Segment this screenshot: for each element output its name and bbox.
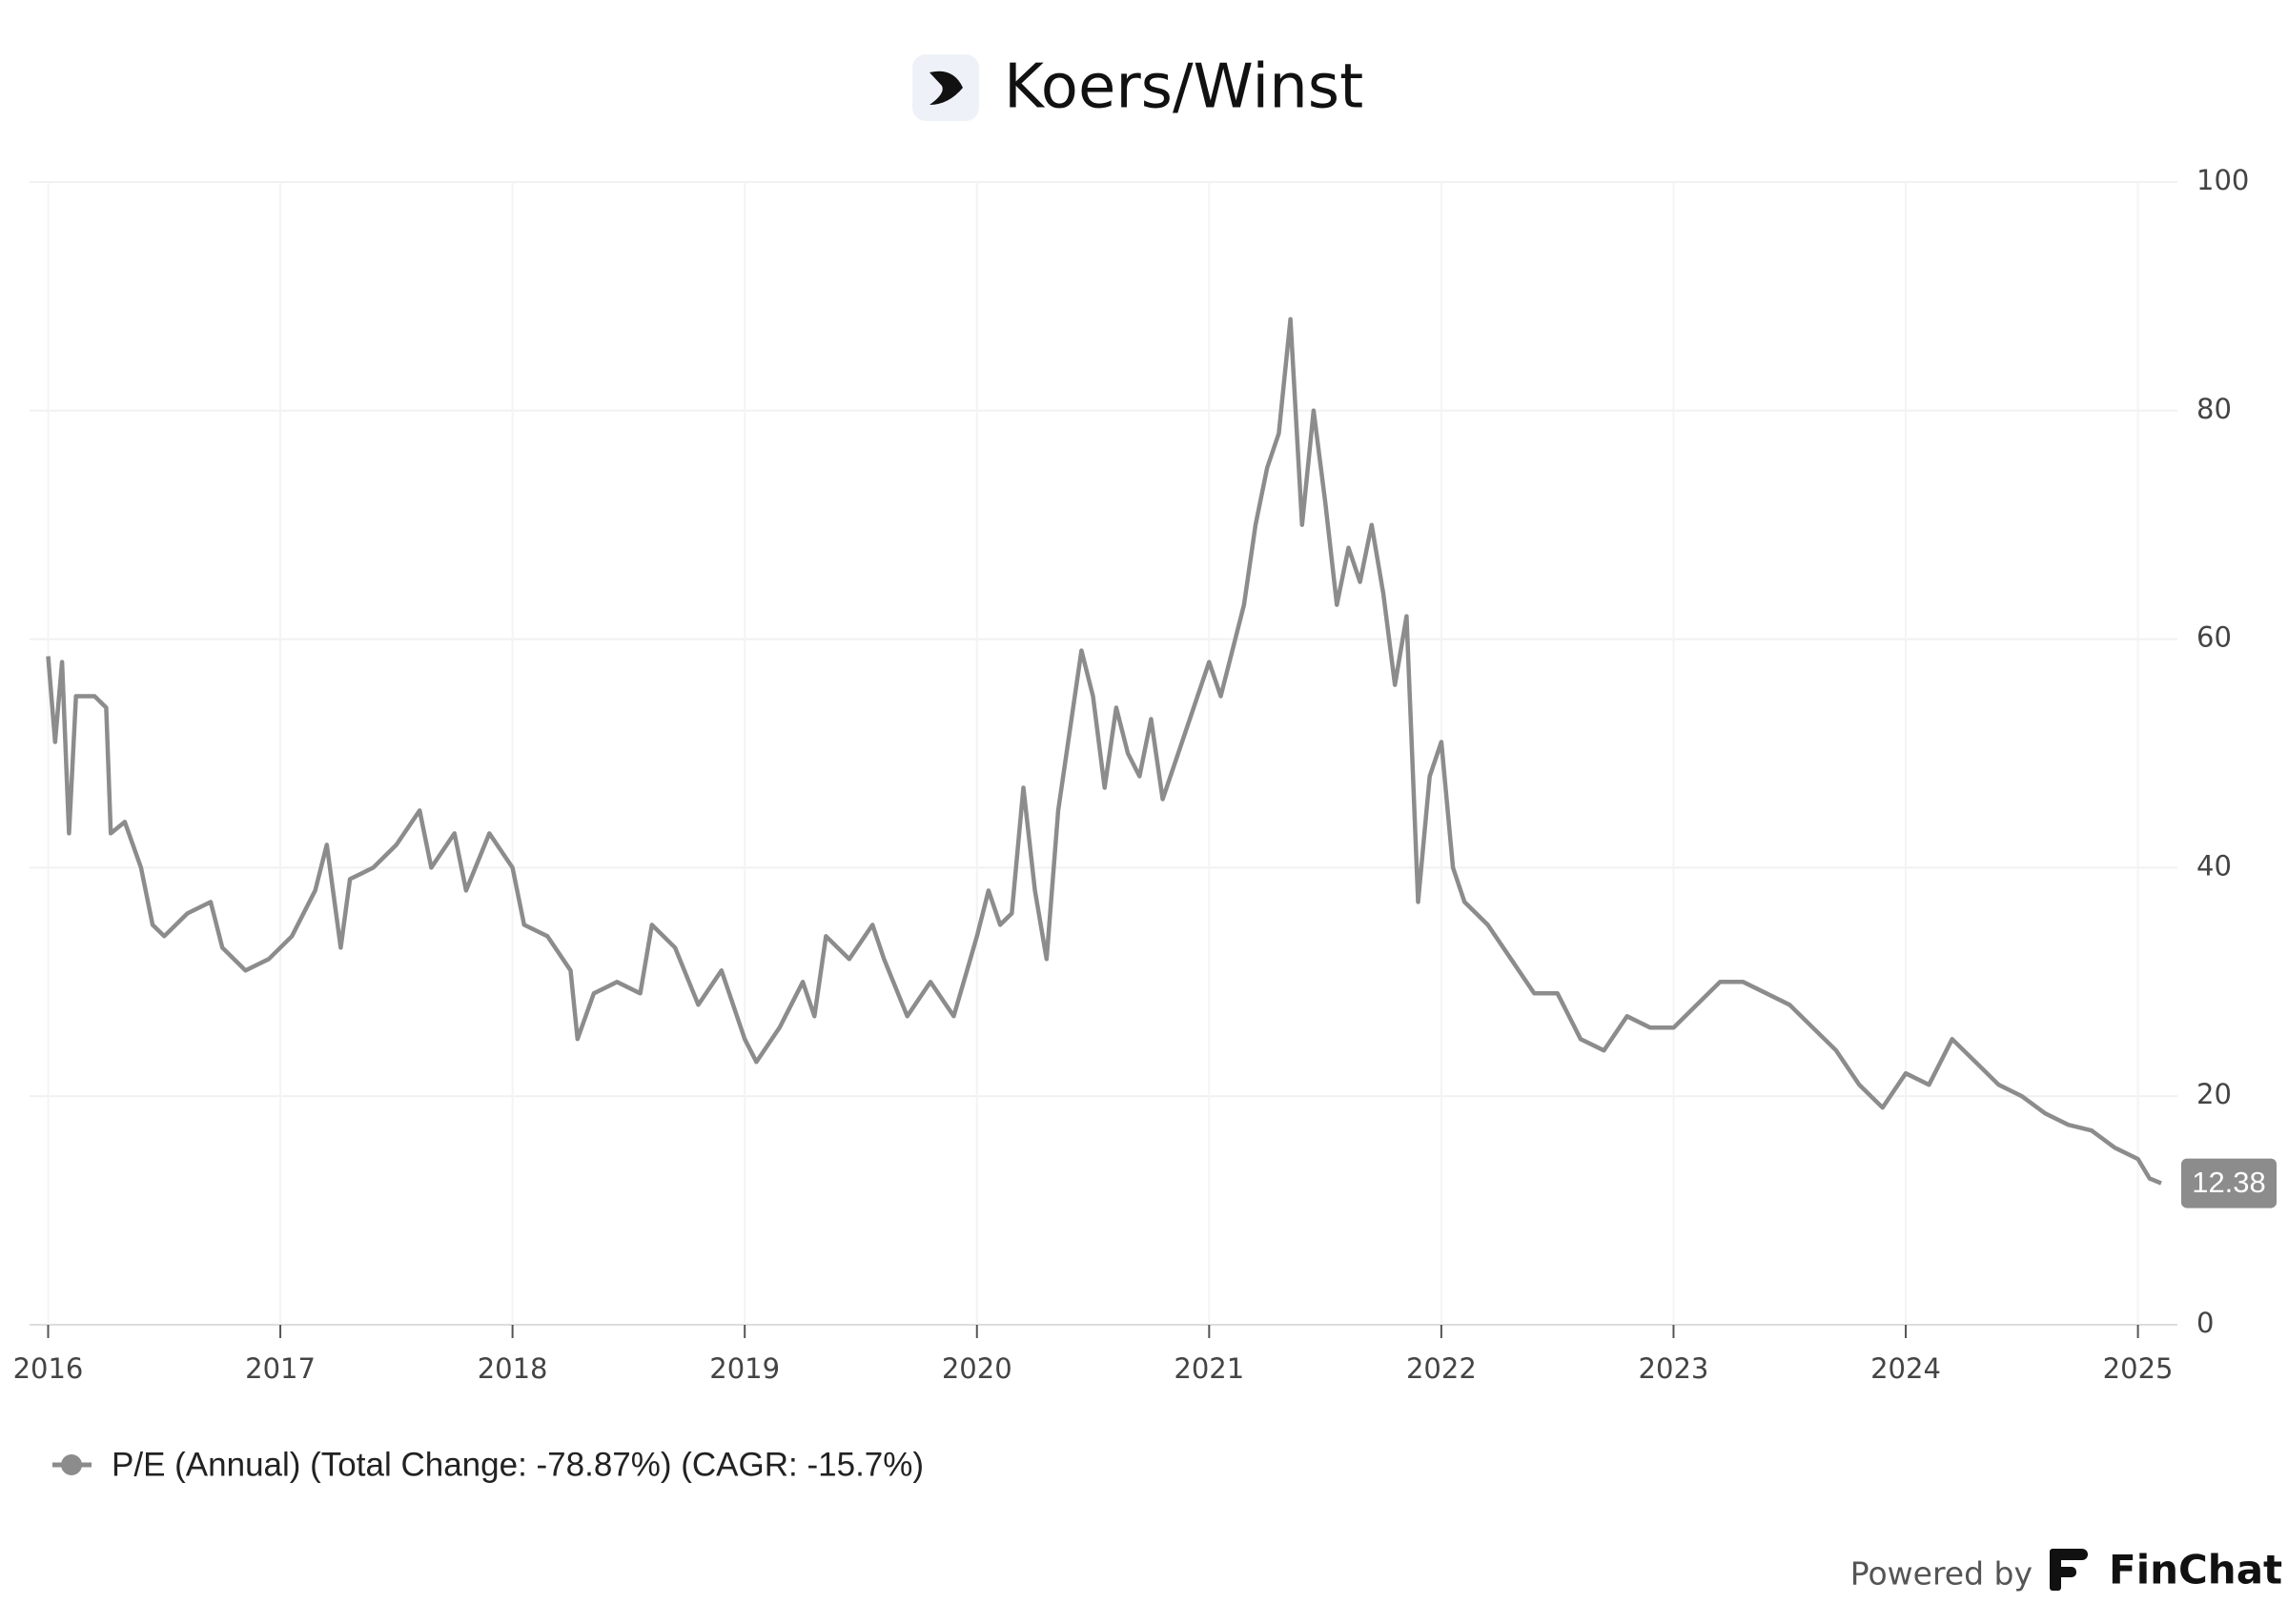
x-tick-label: 2025 <box>2103 1352 2174 1385</box>
grid <box>30 181 2177 1338</box>
title-icon-mark <box>930 71 963 105</box>
plot: 12.38 <box>46 316 2277 1208</box>
footer-brand: FinChat <box>2109 1547 2282 1594</box>
y-tick-label: 60 <box>2196 621 2232 654</box>
y-tick-label: 100 <box>2196 164 2249 196</box>
last-value-label: 12.38 <box>2192 1166 2266 1199</box>
last-value-badge <box>2181 1158 2277 1208</box>
y-tick-label: 40 <box>2196 849 2232 882</box>
footer-logo <box>2050 1549 2088 1591</box>
x-tick-label: 2018 <box>478 1352 548 1385</box>
x-tick-label: 2023 <box>1639 1352 1709 1385</box>
footer-prefix: Powered by <box>1850 1555 2033 1593</box>
y-tick-label: 0 <box>2196 1307 2214 1339</box>
y-tick-label: 80 <box>2196 393 2232 425</box>
x-tick-label: 2020 <box>942 1352 1012 1385</box>
x-tick-label: 2022 <box>1406 1352 1477 1385</box>
x-tick-label: 2024 <box>1870 1352 1941 1385</box>
line <box>46 316 2162 1186</box>
x-tick-label: 2016 <box>13 1352 84 1385</box>
chart-title: Koers/Winst <box>1004 52 1363 123</box>
x-tick-label: 2019 <box>709 1352 780 1385</box>
x-tick-label: 2017 <box>245 1352 316 1385</box>
x-tick-label: 2021 <box>1174 1352 1244 1385</box>
y-tick-label: 20 <box>2196 1078 2232 1110</box>
legend-label: P/E (Annual) (Total Change: -78.87%) (CA… <box>112 1446 924 1483</box>
